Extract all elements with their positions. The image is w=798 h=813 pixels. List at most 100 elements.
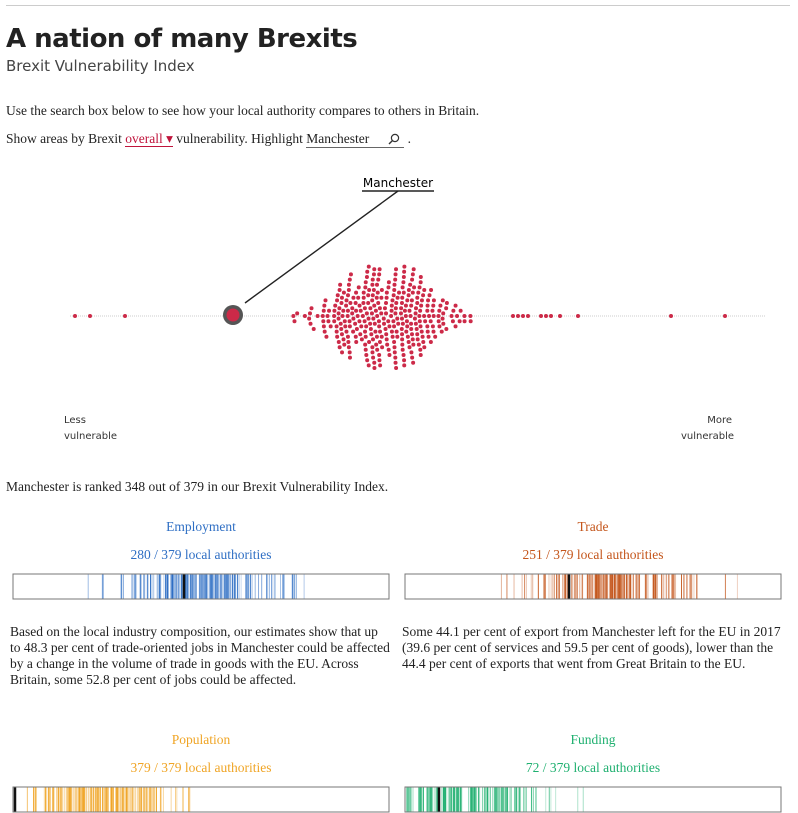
dot xyxy=(426,298,431,303)
highlight-dot[interactable] xyxy=(226,308,240,322)
dot xyxy=(374,342,379,347)
dot xyxy=(410,337,415,342)
dot xyxy=(418,347,423,352)
dot xyxy=(339,301,344,305)
dot xyxy=(381,316,386,321)
barcode xyxy=(12,573,390,600)
dot xyxy=(526,314,530,318)
dot xyxy=(342,319,347,324)
search-box[interactable]: Manchester xyxy=(306,131,405,148)
dot xyxy=(335,298,340,303)
dot xyxy=(348,301,353,305)
barcode xyxy=(404,786,782,813)
dot xyxy=(370,337,375,342)
dot xyxy=(372,303,377,308)
barcode xyxy=(12,786,390,813)
dot xyxy=(430,308,435,313)
dot xyxy=(363,347,368,352)
dot xyxy=(405,298,410,303)
dot xyxy=(437,308,442,313)
dot xyxy=(392,345,397,350)
dot xyxy=(413,311,418,316)
dot xyxy=(327,308,332,313)
dot xyxy=(366,293,371,298)
dot xyxy=(403,303,408,308)
tile: Trade 251 / 379 local authorities Some 44.… xyxy=(402,519,782,672)
dot xyxy=(402,363,407,368)
dot xyxy=(453,303,458,308)
dot xyxy=(337,288,342,292)
dot xyxy=(342,342,347,347)
dot xyxy=(516,314,520,318)
dot xyxy=(438,303,443,308)
dot xyxy=(410,272,415,277)
tile: Funding 72 / 379 local authorities xyxy=(404,732,782,813)
dot xyxy=(431,298,436,303)
dot xyxy=(344,329,349,334)
dot xyxy=(307,311,312,316)
dot xyxy=(353,321,358,326)
dot xyxy=(365,358,370,363)
dot xyxy=(431,303,436,308)
dot xyxy=(355,314,360,318)
dot xyxy=(361,290,366,295)
dot xyxy=(400,295,405,300)
dot xyxy=(376,277,381,282)
dot xyxy=(723,314,727,318)
dot xyxy=(377,306,382,311)
dot xyxy=(511,314,515,318)
axis-label: vulnerable xyxy=(64,431,117,442)
dot xyxy=(393,306,398,311)
dot xyxy=(328,324,333,329)
beeswarm: Manchester Less vulnerable More vulnerab… xyxy=(64,176,765,442)
dot xyxy=(364,275,369,279)
highlight-label: Manchester xyxy=(363,176,433,190)
dot xyxy=(367,288,372,292)
dot xyxy=(395,295,400,300)
label: vulnerability. Highlight xyxy=(176,131,303,146)
dot xyxy=(368,306,373,311)
dot xyxy=(392,340,397,344)
dot xyxy=(346,340,351,344)
barcode-frame xyxy=(12,573,390,600)
dot xyxy=(370,277,375,282)
title: A nation of many Brexits xyxy=(6,24,358,54)
dot xyxy=(377,353,382,357)
dot xyxy=(421,340,426,344)
dot xyxy=(403,314,408,318)
controls: Show areas by Brexit overall ▾ vulnerabi… xyxy=(6,131,411,148)
dot xyxy=(332,319,337,324)
dot xyxy=(549,314,553,318)
dot xyxy=(363,329,368,334)
dot xyxy=(363,285,368,290)
dot xyxy=(429,288,434,292)
dot xyxy=(341,308,346,313)
tile-subtitle: 251 / 379 local authorities xyxy=(522,547,664,562)
dot xyxy=(295,311,300,316)
axis-label: Less xyxy=(64,415,86,426)
dot xyxy=(437,324,442,329)
dot xyxy=(350,306,355,311)
dot xyxy=(371,288,376,292)
dot xyxy=(379,295,384,300)
dot xyxy=(375,290,380,295)
subtitle: Brexit Vulnerability Index xyxy=(6,57,195,75)
dot xyxy=(363,342,368,347)
dot xyxy=(370,350,375,355)
dot xyxy=(416,290,421,295)
dot xyxy=(400,285,405,290)
tile-text: Some 44.1 per cent of export from Manche… xyxy=(402,624,781,671)
measure-dropdown[interactable]: overall ▾ xyxy=(125,131,173,147)
dot xyxy=(468,314,473,318)
dot xyxy=(409,350,414,355)
dot xyxy=(354,290,359,295)
dot xyxy=(407,308,412,313)
dot xyxy=(332,314,337,318)
dot xyxy=(389,303,394,308)
dot xyxy=(394,301,399,305)
dot xyxy=(334,324,339,329)
dot xyxy=(427,293,432,298)
dot xyxy=(325,314,330,318)
dot xyxy=(422,345,427,350)
dot xyxy=(366,363,371,368)
